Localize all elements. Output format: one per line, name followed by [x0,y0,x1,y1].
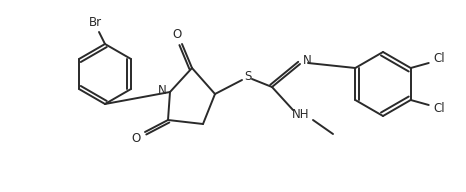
Text: S: S [244,70,252,84]
Text: N: N [302,54,311,66]
Text: Cl: Cl [433,52,445,65]
Text: Cl: Cl [433,103,445,116]
Text: N: N [158,84,166,97]
Text: O: O [131,132,141,145]
Text: NH: NH [292,108,310,121]
Text: Br: Br [89,17,102,30]
Text: O: O [172,28,182,41]
